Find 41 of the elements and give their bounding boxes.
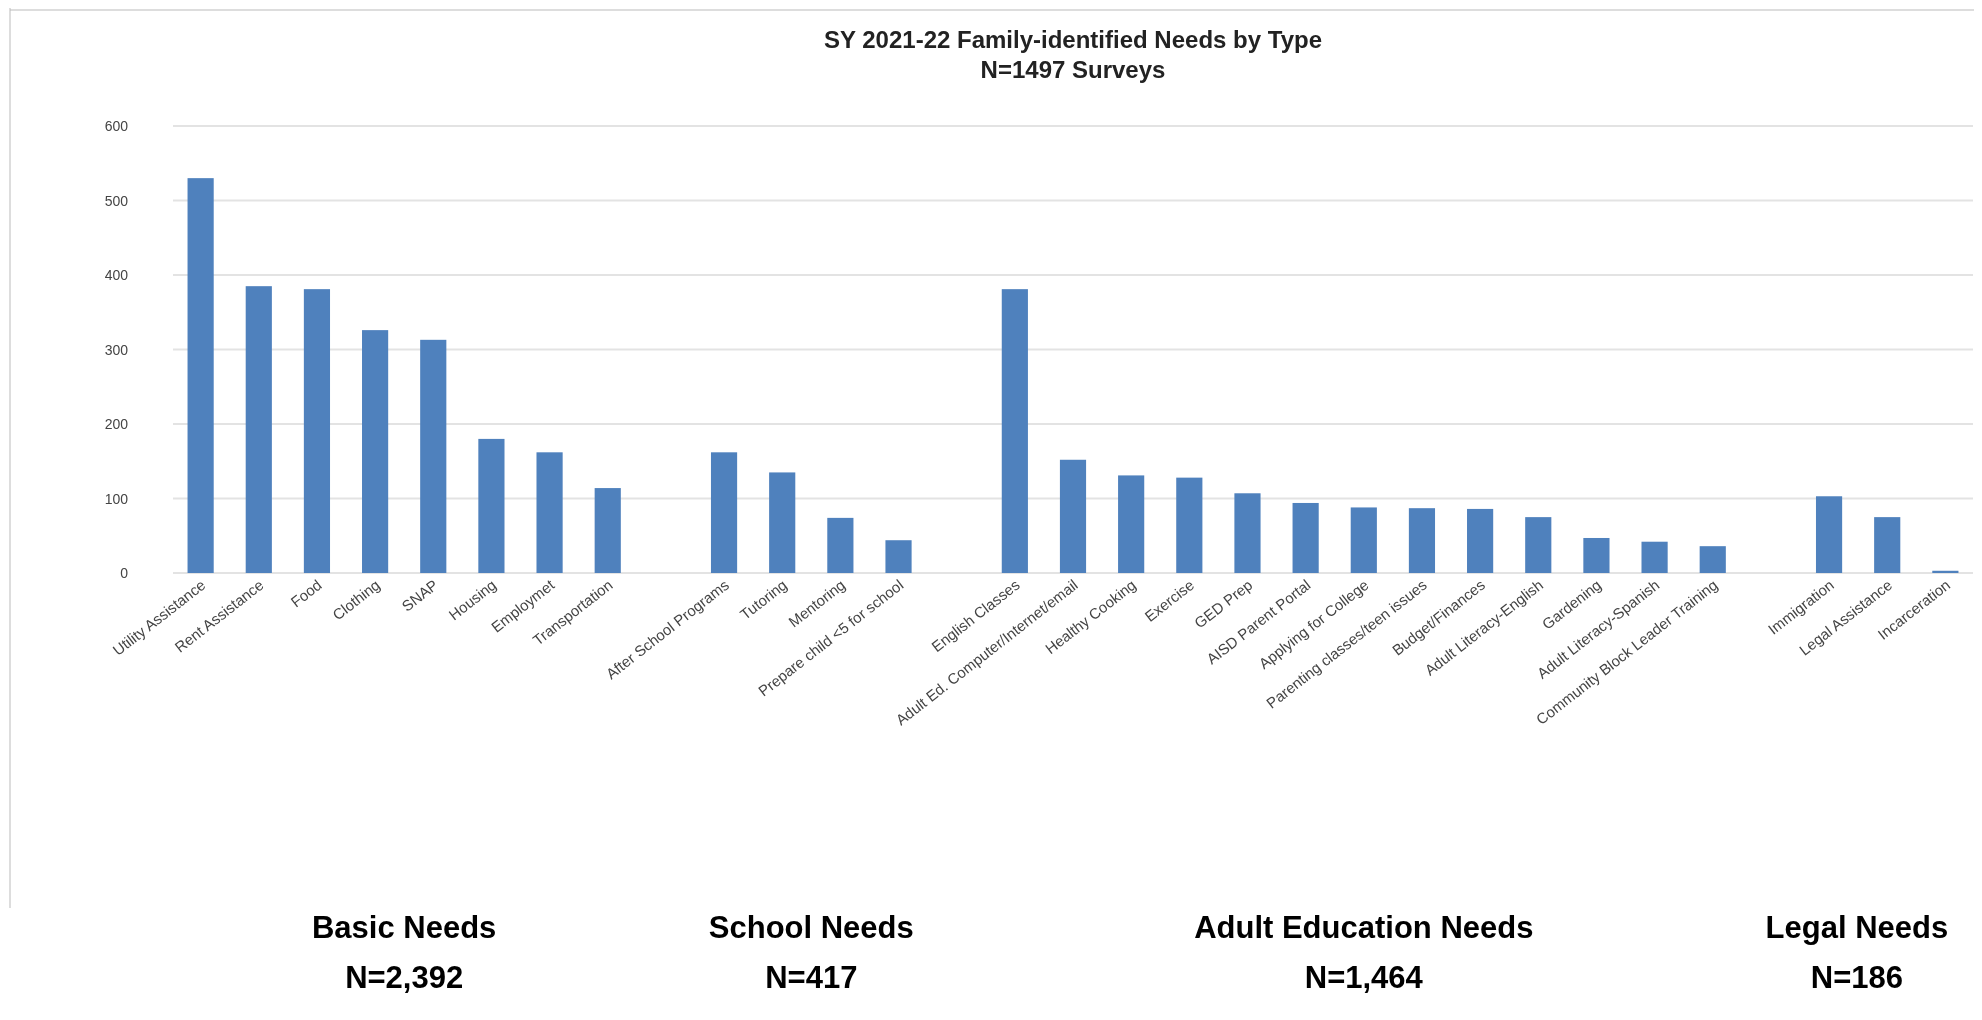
y-tick-label: 100	[104, 490, 129, 507]
text: School Needs N=417	[708, 910, 914, 995]
y-tick-label: 400	[104, 267, 129, 283]
bar	[1583, 537, 1610, 573]
bar	[1234, 493, 1261, 573]
bar	[769, 472, 796, 573]
bar	[885, 540, 912, 573]
bar	[478, 438, 505, 573]
bar	[1699, 546, 1726, 573]
bar	[710, 452, 738, 573]
bar	[1932, 570, 1959, 573]
bar	[594, 488, 621, 573]
bar	[827, 517, 854, 573]
bar	[1176, 477, 1203, 573]
bar	[1641, 541, 1668, 573]
bar	[536, 452, 563, 573]
bar	[187, 178, 214, 573]
bar	[420, 339, 447, 573]
bar	[1525, 517, 1552, 573]
chart-title: SY 2021-22 Family-identified Needs by Type	[824, 26, 1322, 53]
bar	[1815, 496, 1843, 573]
bar	[362, 330, 389, 573]
y-tick-label: 600	[104, 118, 129, 134]
chart-subtitle: N=1497 Surveys	[980, 56, 1166, 83]
y-tick-label: 200	[104, 416, 129, 432]
bar	[1467, 508, 1494, 573]
text: Basic Needs N=2,392	[311, 910, 497, 995]
bar	[303, 289, 331, 573]
bar	[1001, 289, 1028, 573]
text: Legal Needs N=186	[1765, 910, 1949, 995]
bar	[1118, 475, 1145, 573]
bar	[1350, 507, 1377, 573]
bar	[1408, 508, 1436, 573]
bar	[1059, 459, 1087, 573]
bar	[1874, 517, 1901, 573]
y-tick-label: 500	[104, 192, 129, 209]
bar	[245, 286, 272, 573]
y-tick-label: 300	[104, 341, 129, 358]
text: Adult Education Needs N=1,464	[1194, 910, 1534, 995]
y-tick-label: 0	[120, 565, 129, 581]
bar	[1292, 502, 1319, 573]
